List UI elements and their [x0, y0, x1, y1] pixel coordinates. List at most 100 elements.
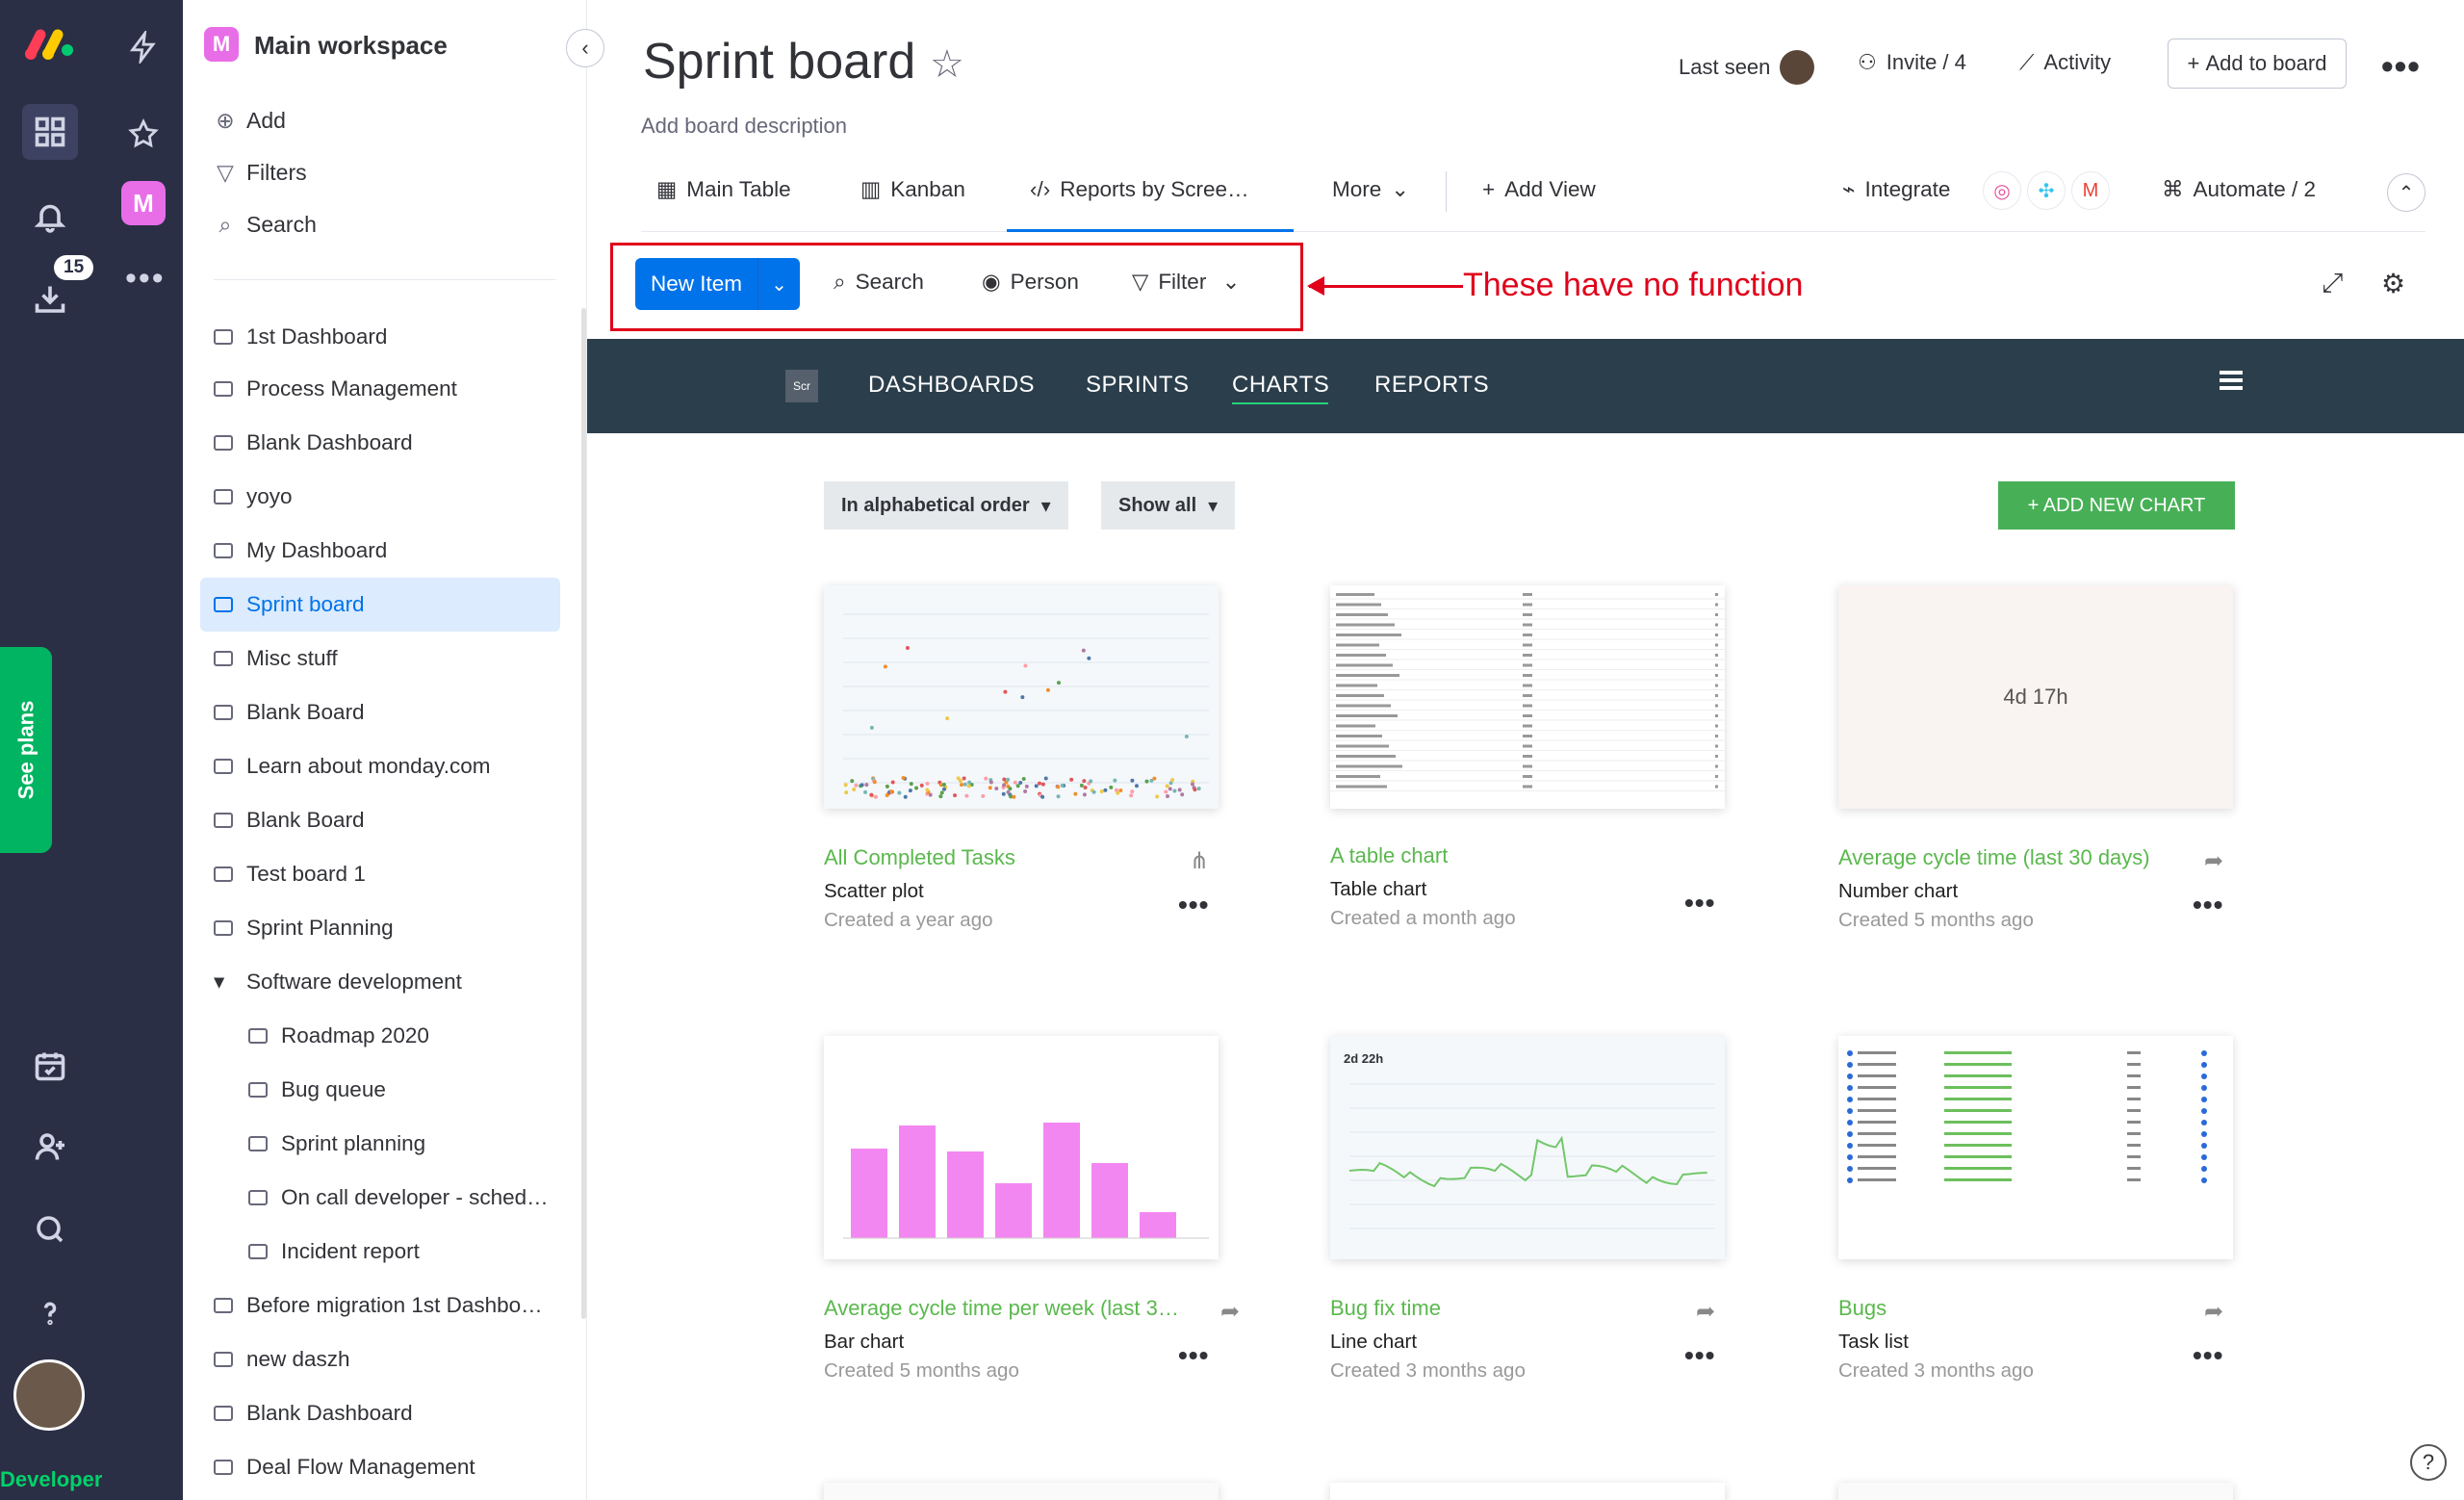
tab-main-table[interactable]: ▦ Main Table — [656, 177, 791, 202]
sort-dropdown[interactable]: In alphabetical order ▾ — [824, 481, 1068, 530]
nav-sprints[interactable]: SPRINTS — [1086, 372, 1190, 398]
card-menu-dots-icon[interactable]: ••• — [1178, 1340, 1210, 1370]
workspace-title[interactable]: Main workspace — [254, 31, 448, 60]
card-menu-dots-icon[interactable]: ••• — [2193, 1340, 2224, 1370]
panel-scrollbar[interactable] — [581, 308, 586, 1319]
avatar[interactable] — [13, 1359, 85, 1431]
inbox-download-icon[interactable] — [22, 272, 78, 327]
person-button[interactable]: ◉ Person — [982, 270, 1079, 295]
invite-member-icon[interactable] — [22, 1119, 78, 1175]
chart-card[interactable]: 2d 22h Bug fix time ➦ Line chart Created… — [1330, 1036, 1725, 1382]
chart-card[interactable]: 4d 17h Average cycle time (last 30 days)… — [1838, 585, 2233, 931]
chart-card[interactable]: Average cycle time per week (last 3… ➦ B… — [824, 1036, 1240, 1382]
search-action[interactable]: ⌕ Search — [214, 212, 317, 238]
card-title[interactable]: Average cycle time (last 30 days) — [1838, 845, 2150, 869]
activity-button[interactable]: ⟋ Activity — [2019, 50, 2111, 75]
integration-icons[interactable]: ◎ ✣ M — [1983, 171, 2110, 210]
board-description[interactable]: Add board description — [641, 114, 848, 138]
integrate-button[interactable]: ⌁ Integrate — [1842, 177, 1950, 202]
scatter-thumbnail[interactable] — [824, 585, 1219, 809]
collapse-panel-button[interactable]: ‹ — [566, 29, 604, 67]
sidebar-item[interactable]: Process Management — [200, 362, 560, 416]
card-title[interactable]: All Completed Tasks — [824, 845, 1015, 869]
fullscreen-icon[interactable]: ⤢ — [2322, 268, 2344, 297]
chart-card[interactable]: Bugs ➦ Task list Created 3 months ago ••… — [1838, 1036, 2233, 1382]
gear-icon[interactable]: ⚙ — [2381, 269, 2406, 298]
card-menu-dots-icon[interactable]: ••• — [1684, 1340, 1716, 1370]
chart-card-partial[interactable] — [824, 1483, 1219, 1500]
share-arrow-icon[interactable]: ➦ — [2204, 1299, 2224, 1325]
search-button[interactable]: ⌕ Search — [834, 270, 924, 295]
add-view-button[interactable]: + Add View — [1482, 177, 1596, 202]
card-menu-dots-icon[interactable]: ••• — [2193, 890, 2224, 919]
show-dropdown[interactable]: Show all ▾ — [1101, 481, 1236, 530]
sidebar-item[interactable]: Learn about monday.com — [200, 739, 560, 793]
share-arrow-icon[interactable]: ➦ — [1696, 1299, 1716, 1325]
share-icon[interactable]: ⋔ — [1190, 848, 1210, 874]
filters-action[interactable]: ▽ Filters — [214, 160, 306, 186]
monday-logo-icon[interactable] — [23, 25, 77, 64]
table-thumbnail[interactable] — [1330, 585, 1725, 809]
automate-button[interactable]: ⌘ Automate / 2 — [2162, 177, 2316, 202]
card-title[interactable]: Average cycle time per week (last 3… — [824, 1296, 1179, 1320]
sidebar-item[interactable]: Sprint board — [200, 578, 560, 632]
sidebar-item[interactable]: new daszh — [200, 1332, 560, 1386]
nav-charts[interactable]: CHARTS — [1232, 372, 1330, 398]
sidebar-item[interactable]: Blank Board — [200, 685, 560, 739]
see-plans-tab[interactable]: See plans — [0, 647, 52, 853]
sidebar-item[interactable]: Sprint planning — [235, 1117, 562, 1171]
search-icon[interactable] — [22, 1202, 78, 1257]
sidebar-item[interactable]: Bug queue — [235, 1063, 562, 1117]
more-dots-icon[interactable]: ••• — [125, 260, 166, 297]
tab-more[interactable]: More ⌄ — [1332, 177, 1409, 202]
sidebar-item[interactable]: Misc stuff — [200, 632, 560, 685]
new-item-label[interactable]: New Item — [635, 258, 758, 310]
sidebar-item[interactable]: Blank Board — [200, 793, 560, 847]
tasklist-thumbnail[interactable] — [1838, 1036, 2233, 1259]
sidebar-item[interactable]: yoyo — [200, 470, 560, 524]
card-title[interactable]: Bug fix time — [1330, 1296, 1441, 1320]
lightning-icon[interactable] — [116, 19, 171, 75]
favorite-star-icon[interactable]: ☆ — [930, 43, 964, 86]
nav-reports[interactable]: REPORTS — [1374, 372, 1490, 398]
sidebar-item[interactable]: My Dashboard — [200, 524, 560, 578]
add-to-board-button[interactable]: + Add to board — [2168, 39, 2347, 89]
app-logo[interactable]: Scr — [785, 370, 818, 402]
new-item-button[interactable]: New Item ⌄ — [635, 258, 801, 310]
card-menu-dots-icon[interactable]: ••• — [1178, 890, 1210, 919]
tab-reports[interactable]: ‹/› Reports by Scree… — [1030, 177, 1249, 202]
card-title[interactable]: A table chart — [1330, 843, 1449, 867]
last-seen[interactable]: Last seen — [1679, 50, 1815, 85]
nav-dashboards[interactable]: DASHBOARDS — [868, 372, 1036, 398]
add-action[interactable]: ⊕ Add — [214, 108, 286, 134]
work-management-icon[interactable] — [22, 104, 78, 160]
number-thumbnail[interactable]: 4d 17h — [1838, 585, 2233, 809]
sidebar-item[interactable]: Test board 1 — [200, 847, 560, 901]
sidebar-item[interactable]: Deal Flow Management — [200, 1440, 560, 1494]
workspace-switcher[interactable]: M — [121, 181, 166, 225]
add-new-chart-button[interactable]: + ADD NEW CHART — [1998, 481, 2235, 530]
invite-button[interactable]: ⚇ Invite / 4 — [1858, 50, 1966, 75]
sidebar-item[interactable]: ▾ Software development — [200, 955, 560, 1009]
sidebar-item[interactable]: 1st Dashboard — [200, 310, 560, 364]
help-question-icon[interactable]: ? — [2410, 1444, 2447, 1481]
chevron-down-icon[interactable]: ⌄ — [757, 258, 801, 310]
hamburger-menu-icon[interactable] — [2220, 371, 2243, 375]
sidebar-item[interactable]: Sprint Planning — [200, 901, 560, 955]
sidebar-item[interactable]: Incident report — [235, 1225, 562, 1279]
sidebar-item[interactable]: Blank Dashboard — [200, 416, 560, 470]
card-menu-dots-icon[interactable]: ••• — [1684, 888, 1716, 918]
sidebar-item[interactable]: Roadmap 2020 — [235, 1009, 562, 1063]
filter-button[interactable]: ▽ Filter ⌄ — [1132, 270, 1240, 295]
sidebar-item[interactable]: Blank Dashboard — [200, 1386, 560, 1440]
chart-card-partial[interactable] — [1838, 1483, 2233, 1500]
bar-thumbnail[interactable] — [824, 1036, 1219, 1259]
notifications-bell-icon[interactable] — [22, 189, 78, 245]
my-work-calendar-icon[interactable] — [22, 1038, 78, 1094]
collapse-header-button[interactable]: ⌃ — [2387, 173, 2426, 212]
favorites-star-icon[interactable] — [116, 106, 171, 162]
board-menu-dots-icon[interactable]: ••• — [2381, 46, 2421, 86]
share-arrow-icon[interactable]: ➦ — [2204, 848, 2224, 874]
chart-card-partial[interactable] — [1330, 1483, 1725, 1500]
line-thumbnail[interactable]: 2d 22h — [1330, 1036, 1725, 1259]
